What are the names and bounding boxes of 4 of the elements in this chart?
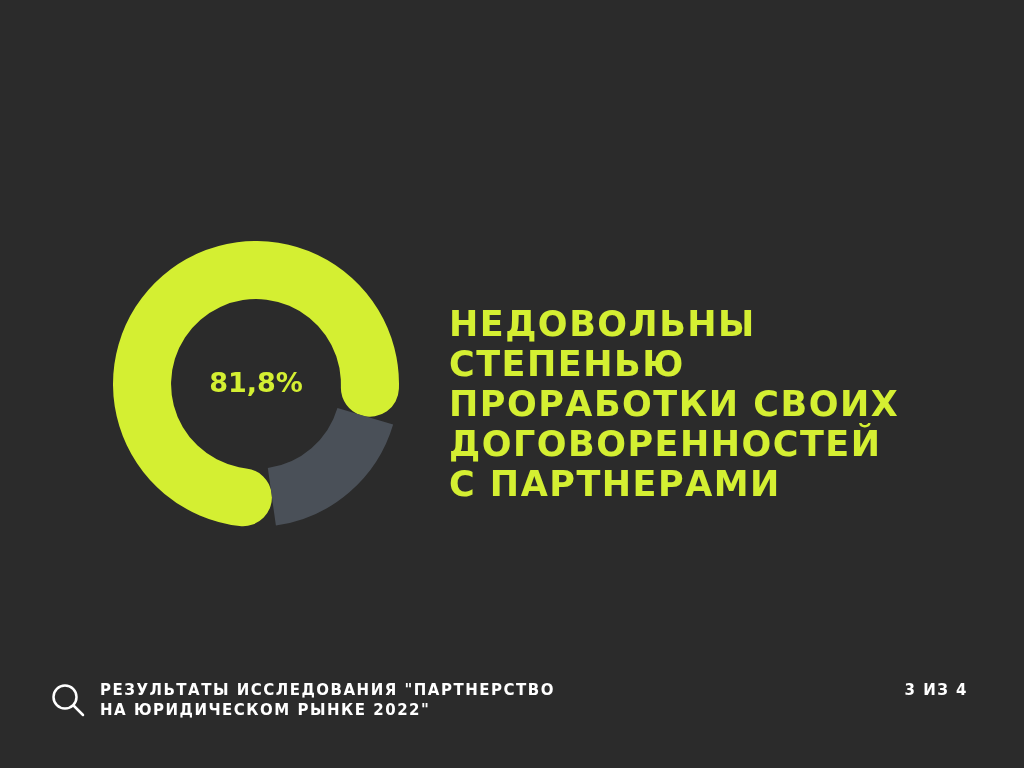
text: РЕЗУЛЬТАТЫ ИССЛЕДОВАНИЯ "ПАРТНЕРСТВО НА ЮРИДИЧЕСКОМ РЫНКЕ 2022" xyxy=(100,680,555,720)
text: НЕДОВОЛЬНЫ СТЕПЕНЬЮ ПРОРАБОТКИ СВОИХ ДОГОВОРЕННОСТЕЙ С ПАРТНЕРАМИ xyxy=(449,304,900,504)
text: 3 ИЗ 4 xyxy=(904,680,968,700)
data-label: 81,8% xyxy=(209,367,303,399)
